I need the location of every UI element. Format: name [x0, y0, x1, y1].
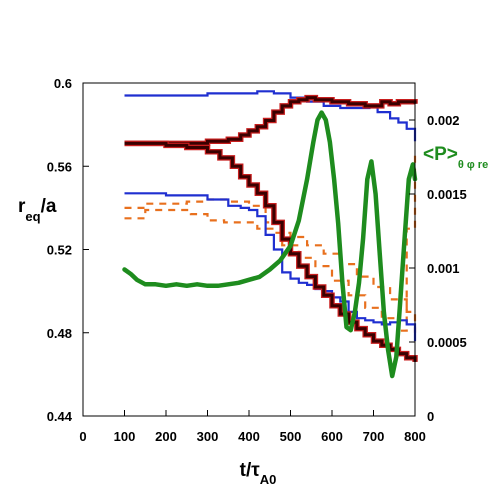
series-line-orange [124, 155, 417, 332]
y-right-tick-label: 0.0015 [427, 187, 467, 202]
y-axis-right-label-sub: θ φ re [458, 159, 488, 171]
x-tick-label: 500 [280, 429, 302, 444]
y-axis-left-ticks: 0.44 0.48 0.52 0.56 0.6 [47, 76, 89, 424]
y-right-tick-label: 0.002 [427, 113, 460, 128]
y-axis-right-label: <P>θ φ re [423, 144, 488, 171]
x-tick-label: 200 [155, 429, 177, 444]
x-axis-label-main: t/τ [240, 460, 261, 481]
y-axis-right-ticks: 0 0.0005 0.001 0.0015 0.002 [409, 113, 467, 424]
y-right-tick-label: 0.0005 [427, 335, 467, 350]
y-axis-right-label-main: <P> [423, 144, 458, 165]
y-axis-left-label-tail: /a [41, 196, 57, 217]
x-tick-label: 600 [321, 429, 343, 444]
x-tick-label: 400 [238, 429, 260, 444]
y-left-tick-label: 0.52 [47, 243, 72, 258]
x-tick-label: 100 [114, 429, 136, 444]
series-line-green [122, 110, 418, 379]
y-left-tick-label: 0.56 [47, 159, 72, 174]
series-layer [122, 90, 418, 379]
y-left-tick-label: 0.48 [47, 326, 72, 341]
x-axis-label: t/τA0 [240, 460, 277, 487]
series-line-blue [124, 90, 417, 142]
x-axis-label-sub: A0 [260, 472, 277, 487]
x-axis-ticks: 0 100 200 300 400 500 600 700 800 [79, 410, 426, 444]
y-left-tick-label: 0.44 [47, 409, 73, 424]
y-axis-left-label-main: r [18, 196, 26, 217]
series-line-dark [124, 141, 417, 362]
series-line-blue [124, 192, 417, 342]
y-axis-left-label-sub: eq [25, 209, 40, 224]
x-tick-label: 800 [404, 429, 426, 444]
series-line-dark [124, 96, 417, 145]
x-tick-label: 300 [197, 429, 219, 444]
y-right-tick-label: 0.001 [427, 261, 460, 276]
x-tick-label: 700 [363, 429, 385, 444]
x-tick-label: 0 [79, 429, 86, 444]
y-right-tick-label: 0 [427, 409, 434, 424]
y-axis-left-label: req/a [18, 196, 57, 224]
y-left-tick-label: 0.6 [54, 76, 72, 91]
